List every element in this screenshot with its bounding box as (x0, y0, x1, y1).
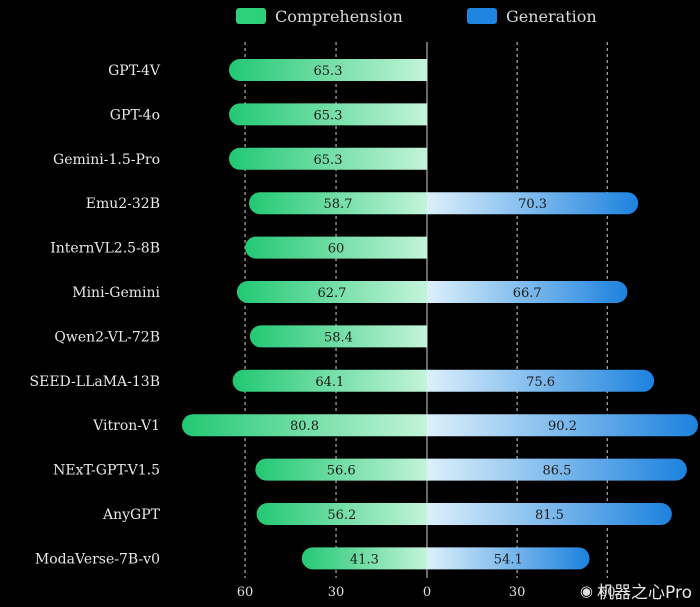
comprehension-bar (249, 325, 427, 348)
generation-bar-group: 75.6 (427, 369, 655, 392)
generation-bar (427, 503, 672, 525)
generation-value-label: 54.1 (494, 552, 523, 567)
comprehension-bar (232, 369, 427, 392)
generation-bar-group: 81.5 (427, 503, 672, 525)
comprehension-value-label: 58.4 (324, 330, 353, 345)
comprehension-bar-group: 58.7 (249, 192, 427, 215)
legend-label: Generation (506, 7, 597, 26)
comprehension-bar (249, 192, 427, 215)
comprehension-value-label: 41.3 (350, 552, 379, 567)
category-label: Mini-Gemini (72, 285, 160, 301)
comprehension-bar-group: 62.7 (236, 281, 427, 303)
comprehension-bar (255, 458, 427, 481)
comprehension-bar-group: 65.3 (228, 103, 427, 126)
generation-bar (427, 414, 698, 437)
category-label: Emu2-32B (86, 196, 160, 212)
generation-bar-group: 90.2 (427, 414, 698, 437)
generation-value-label: 66.7 (513, 286, 542, 301)
generation-bar-group: 70.3 (427, 192, 639, 215)
comprehension-bar (256, 503, 427, 525)
legend-swatch (467, 8, 497, 24)
comprehension-value-label: 58.7 (324, 197, 353, 212)
generation-value-label: 70.3 (518, 197, 547, 212)
category-label: InternVL2.5-8B (50, 241, 160, 257)
comprehension-bar (236, 281, 427, 303)
comprehension-bar-group: 60 (245, 236, 427, 259)
generation-bar-group: 66.7 (427, 281, 628, 303)
bars: 65.3 65.3 65.3 58.7 70.3 60 62.7 66.7 58.4 64.1 75… (182, 59, 698, 570)
comprehension-value-label: 80.8 (290, 419, 319, 434)
generation-bar (427, 281, 628, 303)
category-label: GPT-4V (108, 63, 161, 79)
comprehension-bar (245, 236, 427, 259)
category-labels: GPT-4V GPT-4o Gemini-1.5-Pro Emu2-32B Intern… (30, 63, 161, 567)
comprehension-value-label: 62.7 (317, 286, 346, 301)
generation-bar-group: 86.5 (427, 458, 687, 481)
comprehension-value-label: 56.6 (327, 464, 356, 479)
legend-swatch (236, 8, 266, 24)
watermark: ◉ 机器之心Pro (579, 578, 692, 604)
comprehension-bar (228, 59, 427, 81)
comprehension-value-label: 65.3 (314, 64, 343, 79)
weibo-icon: ◉ (579, 581, 594, 600)
comprehension-bar (228, 147, 427, 170)
generation-value-label: 75.6 (526, 375, 555, 390)
category-label: NExT-GPT-V1.5 (53, 463, 160, 479)
comprehension-value-label: 65.3 (314, 153, 343, 168)
generation-value-label: 90.2 (548, 419, 577, 434)
category-label: SEED-LLaMA-13B (30, 374, 160, 390)
comprehension-bar (228, 103, 427, 126)
generation-bar (427, 458, 687, 481)
legend-label: Comprehension (275, 7, 403, 26)
legend: Comprehension Generation (236, 7, 597, 26)
x-tick-label: 0 (423, 585, 431, 600)
category-label: Gemini-1.5-Pro (53, 152, 160, 168)
comprehension-bar-group: 58.4 (249, 325, 427, 348)
generation-value-label: 81.5 (535, 508, 564, 523)
comprehension-value-label: 56.2 (327, 508, 356, 523)
generation-bar-group: 54.1 (427, 547, 590, 570)
comprehension-bar-group: 80.8 (182, 414, 427, 437)
comprehension-bar-group: 56.2 (256, 503, 427, 525)
comprehension-value-label: 64.1 (315, 375, 344, 390)
generation-value-label: 86.5 (542, 464, 571, 479)
comprehension-value-label: 60 (328, 242, 345, 257)
generation-bar (427, 369, 655, 392)
grid-lines (244, 42, 608, 578)
x-tick-label: 30 (328, 585, 345, 600)
x-axis-ticks: 60 30 0 30 60 (237, 585, 616, 600)
category-label: Qwen2-VL-72B (54, 329, 160, 345)
category-label: AnyGPT (102, 507, 161, 523)
generation-bar (427, 192, 639, 215)
comprehension-bar-group: 56.6 (255, 458, 427, 481)
generation-bar (427, 547, 590, 570)
category-label: GPT-4o (110, 107, 160, 123)
category-label: ModaVerse-7B-v0 (35, 551, 160, 567)
x-tick-label: 60 (237, 585, 254, 600)
comprehension-bar (301, 547, 427, 570)
comprehension-bar-group: 41.3 (301, 547, 427, 570)
category-label: Vitron-V1 (92, 418, 160, 434)
watermark-text: 机器之心Pro (597, 583, 692, 603)
comprehension-value-label: 65.3 (314, 108, 343, 123)
comprehension-bar-group: 64.1 (232, 369, 427, 392)
x-tick-label: 30 (509, 585, 526, 600)
comprehension-bar-group: 65.3 (228, 147, 427, 170)
comprehension-bar (182, 414, 427, 437)
x-tick-label: 60 (599, 585, 616, 600)
comprehension-bar-group: 65.3 (228, 59, 427, 81)
